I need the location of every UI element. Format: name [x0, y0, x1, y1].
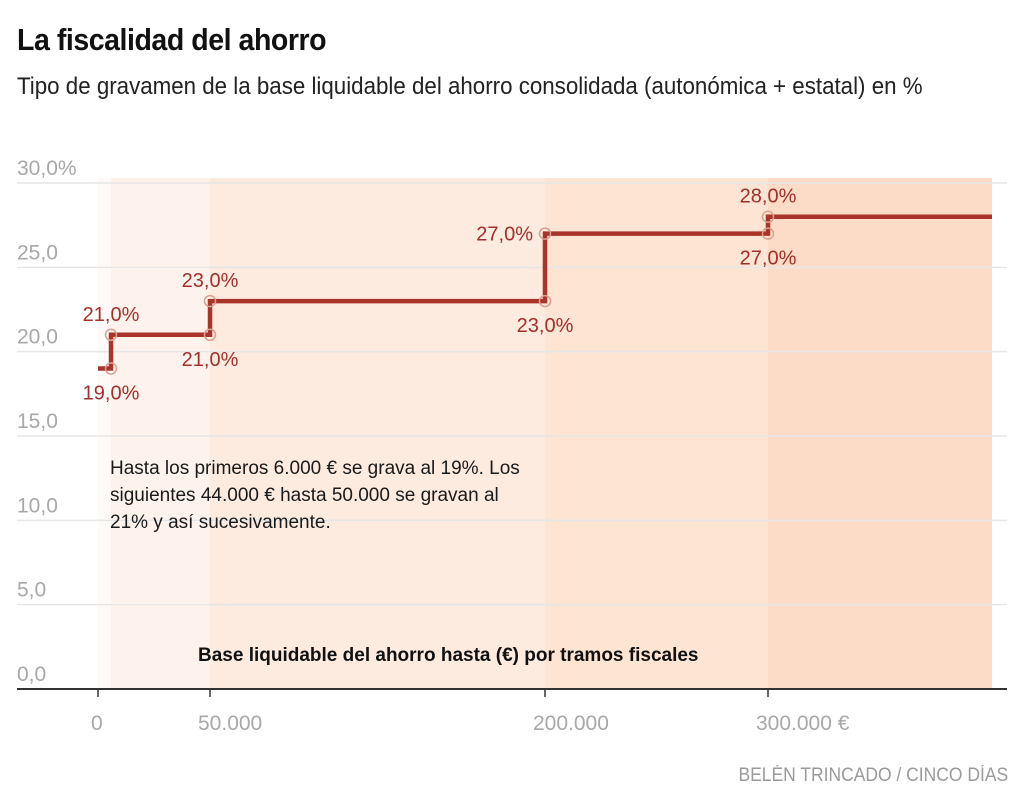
y-tick-label: 30,0% [17, 157, 77, 180]
credit: BELÉN TRINCADO / CINCO DÍAS [738, 765, 1008, 786]
bracket-band [768, 178, 992, 689]
tax-rate-step-line [98, 214, 992, 371]
x-tick-label: 300.000 € [756, 712, 850, 735]
point-markers [104, 210, 775, 375]
data-label: 28,0% [740, 186, 797, 208]
gridlines [17, 182, 1007, 606]
annotation-text: Hasta los primeros 6.000 € se grava al 1… [110, 458, 520, 533]
point-marker [104, 362, 118, 375]
point-labels: 19,0% 21,0% 21,0% 23,0% 23,0% 27,0% 27,0% 28,0% [83, 186, 797, 405]
x-tick-label: 200.000 [533, 712, 609, 735]
point-marker [203, 328, 217, 342]
point-marker [538, 294, 552, 308]
bracket-band [545, 178, 768, 689]
y-tick-label: 0,0 [17, 663, 46, 686]
chart-subtitle: Tipo de gravamen de la base liquidable d… [17, 73, 923, 100]
y-tick-label: 15,0 [17, 410, 58, 433]
data-label: 19,0% [83, 383, 140, 405]
x-axis-title: Base liquidable del ahorro hasta (€) por… [198, 645, 699, 666]
point-marker [104, 328, 118, 342]
bracket-bands [98, 178, 992, 689]
data-label: 21,0% [83, 304, 140, 326]
data-label: 27,0% [476, 224, 533, 246]
data-label: 23,0% [517, 315, 574, 337]
y-tick-label: 10,0 [17, 494, 58, 517]
x-tick-label: 50.000 [198, 712, 262, 735]
bracket-band [98, 178, 111, 689]
data-label: 21,0% [182, 349, 239, 371]
data-label: 27,0% [740, 248, 797, 270]
chart-title: La fiscalidad del ahorro [17, 22, 327, 57]
point-marker [761, 210, 775, 223]
point-marker [761, 227, 775, 240]
data-label: 23,0% [182, 270, 239, 292]
point-marker [203, 294, 217, 308]
x-tick-label: 0 [91, 712, 103, 735]
y-tick-label: 5,0 [17, 579, 46, 602]
step-series [98, 214, 992, 371]
y-tick-label: 20,0 [17, 326, 58, 349]
bracket-band [111, 178, 210, 689]
bracket-band [210, 178, 545, 689]
point-marker [538, 227, 552, 240]
y-tick-label: 25,0 [17, 241, 58, 264]
y-axis-ticks: 0,0 5,0 10,0 15,0 20,0 25,0 30,0% [17, 157, 77, 686]
x-axis-ticks: 0 50.000 200.000 300.000 € [91, 689, 850, 735]
